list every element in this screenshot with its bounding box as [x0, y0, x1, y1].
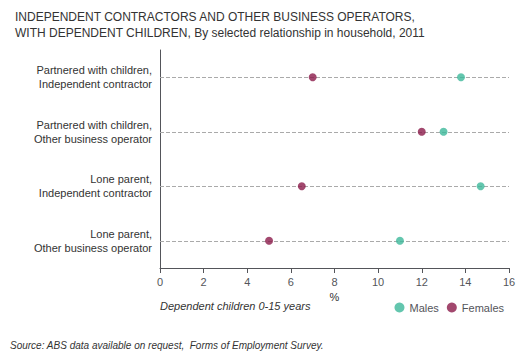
- svg-text:Other business operator: Other business operator: [34, 242, 152, 254]
- svg-text:Partnered with children,: Partnered with children,: [36, 64, 152, 76]
- svg-text:6: 6: [288, 276, 294, 288]
- svg-text:Males: Males: [409, 302, 439, 314]
- svg-text:10: 10: [372, 276, 384, 288]
- svg-text:Lone parent,: Lone parent,: [90, 228, 152, 240]
- svg-text:%: %: [330, 291, 340, 303]
- svg-text:WITH DEPENDENT CHILDREN, By se: WITH DEPENDENT CHILDREN, By selected rel…: [15, 26, 425, 40]
- svg-text:Females: Females: [462, 302, 505, 314]
- svg-text:0: 0: [157, 276, 163, 288]
- svg-text:Source: ABS data available on: Source: ABS data available on request, F…: [10, 340, 323, 351]
- svg-text:Dependent children 0-15 years: Dependent children 0-15 years: [160, 300, 311, 312]
- svg-text:Independent contractor: Independent contractor: [39, 187, 152, 199]
- svg-text:2: 2: [201, 276, 207, 288]
- svg-text:INDEPENDENT CONTRACTORS AND OT: INDEPENDENT CONTRACTORS AND OTHER BUSINE…: [15, 10, 415, 24]
- svg-text:8: 8: [331, 276, 337, 288]
- svg-text:4: 4: [244, 276, 250, 288]
- svg-text:16: 16: [503, 276, 515, 288]
- svg-text:14: 14: [459, 276, 471, 288]
- svg-text:Partnered with children,: Partnered with children,: [36, 119, 152, 131]
- svg-text:12: 12: [416, 276, 428, 288]
- svg-text:Lone parent,: Lone parent,: [90, 173, 152, 185]
- svg-text:Other business operator: Other business operator: [34, 133, 152, 145]
- svg-text:Independent contractor: Independent contractor: [39, 78, 152, 90]
